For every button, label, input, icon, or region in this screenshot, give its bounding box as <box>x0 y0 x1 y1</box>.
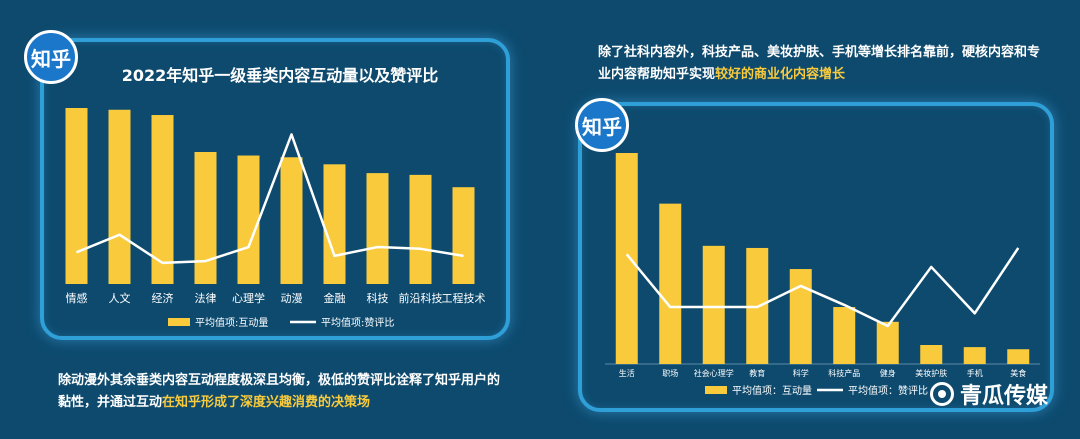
chart2-bar-生活 <box>615 153 638 364</box>
chart2-bar-职场 <box>659 203 682 364</box>
chart2-tick-label: 社会心理学 <box>694 368 734 378</box>
chart2-bar-社会心理学 <box>702 245 725 364</box>
chart2-legend-line-label: 平均值项：赞评比 <box>848 384 928 397</box>
chart2-bar-美妆护肤 <box>920 345 943 364</box>
chart1-bar-金融 <box>323 164 346 284</box>
chart1-tick-label: 前沿科技 <box>399 291 443 305</box>
left-description-highlight: 在知乎形成了深度兴趣消费的决策场 <box>162 395 371 410</box>
chart1-tick-label: 工程技术 <box>442 292 486 305</box>
chart2-line-series <box>625 247 1020 328</box>
chart1-legend-bar-label: 平均值项:互动量 <box>195 316 268 329</box>
right-description-text: 除了社科内容外，科技产品、美妆护肤、手机等增长排名靠前，硬核内容和专业内容帮助知… <box>598 45 1041 82</box>
left-chart-title: 2022年知乎一级垂类内容互动量以及赞评比 <box>121 66 439 85</box>
chart1-tick-label: 科技 <box>367 291 389 305</box>
chart2-tick-label: 美食 <box>1010 368 1026 378</box>
chart1-bar-科技 <box>366 173 389 284</box>
right-description-highlight: 较好的商业化内容增长 <box>715 67 846 82</box>
chart1-tick-label: 心理学 <box>232 291 265 305</box>
chart2-tick-label: 健身 <box>880 368 896 378</box>
chart2-tick-label: 手机 <box>967 368 983 378</box>
chart1-bar-前沿科技 <box>409 174 432 284</box>
chart2-tick-label: 教育 <box>749 368 765 378</box>
chart2-tick-label: 职场 <box>662 369 678 378</box>
brand-logo: 青瓜传媒 <box>930 378 1048 410</box>
chart1-tick-label: 金融 <box>324 291 346 305</box>
left-description-text: 除动漫外其余垂类内容互动程度极深且均衡，极低的赞评比诠释了知乎用户的黏性，并通过… <box>58 373 501 410</box>
chart1-legend-bar-swatch <box>168 318 190 326</box>
brand-mark-icon <box>930 382 954 406</box>
chart2-bar-健身 <box>876 321 899 364</box>
chart1-tick-label: 动漫 <box>281 291 303 305</box>
zhihu-logo-badge-right: 知乎 <box>575 98 629 152</box>
chart1-tick-label: 情感 <box>66 292 88 305</box>
chart1-tick-label: 法律 <box>195 291 217 305</box>
chart1-bar-工程技术 <box>452 187 475 284</box>
chart2-tick-label: 美妆护肤 <box>915 368 947 378</box>
chart1-bar-经济 <box>151 115 174 284</box>
chart2-tick-label: 科技产品 <box>828 368 860 378</box>
chart1-tick-label: 人文 <box>109 291 131 305</box>
zhihu-logo-badge-left: 知乎 <box>24 30 78 84</box>
chart2-tick-label: 科学 <box>793 368 809 378</box>
chart2-legend-bar-swatch <box>705 386 727 394</box>
chart2-bar-科学 <box>789 269 812 364</box>
chart2-tick-label: 生活 <box>619 368 635 378</box>
chart1-legend-line-label: 平均值项:赞评比 <box>321 316 394 329</box>
chart1-bar-人文 <box>108 109 131 284</box>
chart1-tick-label: 经济 <box>152 291 174 305</box>
chart2-bar-美食 <box>1007 349 1030 364</box>
chart2-bar-科技产品 <box>833 307 856 364</box>
right-description: 除了社科内容外，科技产品、美妆护肤、手机等增长排名靠前，硬核内容和专业内容帮助知… <box>598 42 1048 86</box>
chart1-bar-动漫 <box>280 157 303 284</box>
chart1-line-series <box>76 133 464 265</box>
chart1-bar-心理学 <box>237 155 260 284</box>
chart1-bar-情感 <box>65 108 88 284</box>
chart2-legend-bar-label: 平均值项：互动量 <box>732 384 812 397</box>
left-description: 除动漫外其余垂类内容互动程度极深且均衡，极低的赞评比诠释了知乎用户的黏性，并通过… <box>58 370 508 414</box>
chart1-bar-法律 <box>194 152 217 284</box>
chart2-bar-手机 <box>963 347 986 364</box>
brand-name: 青瓜传媒 <box>960 384 1049 409</box>
